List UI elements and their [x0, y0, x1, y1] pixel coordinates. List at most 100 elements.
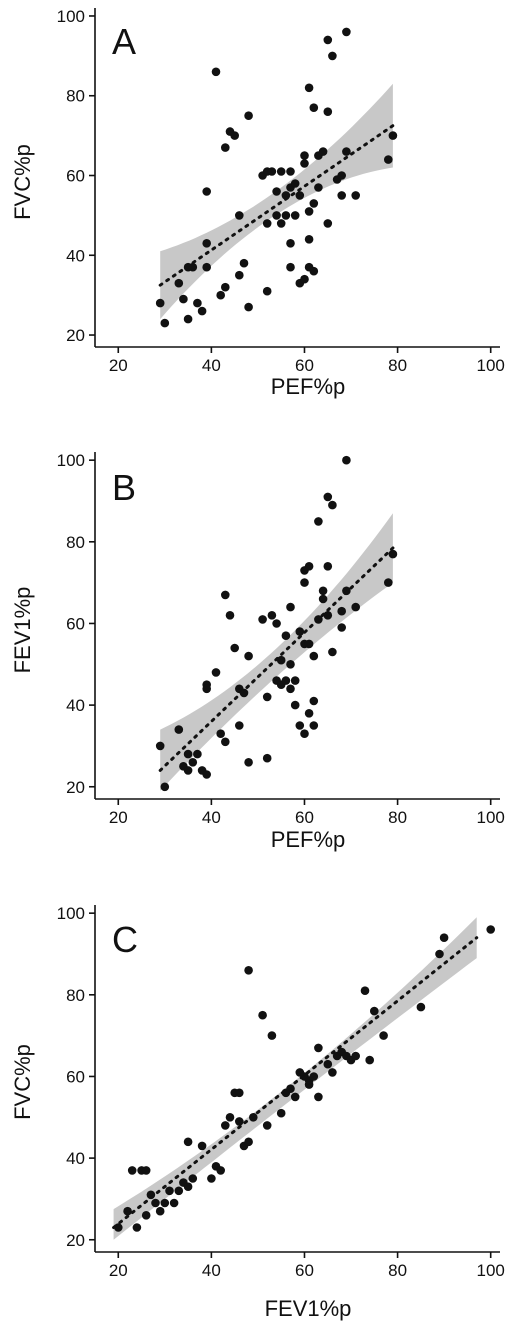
data-point: [272, 187, 281, 196]
data-point: [309, 651, 319, 661]
data-point: [281, 631, 291, 640]
data-point: [202, 684, 211, 694]
data-point: [300, 274, 309, 284]
data-point: [309, 103, 319, 112]
y-tick-label: 100: [57, 7, 85, 26]
data-point: [272, 619, 281, 628]
data-point: [439, 933, 449, 942]
data-point: [435, 949, 444, 959]
confidence-band: [160, 513, 393, 791]
data-point: [262, 692, 272, 702]
data-point: [188, 758, 198, 767]
data-point: [221, 590, 230, 600]
data-point: [309, 1072, 319, 1081]
data-point: [328, 51, 337, 61]
data-point: [388, 131, 398, 140]
y-tick-label: 40: [66, 1149, 85, 1168]
data-point: [225, 1113, 235, 1122]
data-point: [328, 647, 337, 657]
x-tick-label: 80: [388, 356, 407, 375]
data-point: [318, 147, 328, 156]
data-point: [323, 1059, 333, 1069]
data-point: [272, 211, 281, 220]
fit-line: [158, 124, 395, 287]
data-point: [314, 1092, 323, 1102]
y-axis-title: FEV1%p: [10, 587, 35, 674]
y-axis-title: FVC%p: [10, 144, 35, 220]
data-point: [267, 611, 277, 620]
data-point: [262, 286, 272, 296]
regression-line: [158, 546, 395, 772]
x-axis-title: PEF%p: [271, 827, 346, 852]
data-point: [276, 219, 286, 228]
data-point: [123, 1206, 132, 1216]
y-tick-label: 20: [66, 778, 85, 797]
x-tick-label: 20: [109, 356, 128, 375]
data-point: [221, 737, 230, 747]
data-point: [225, 611, 235, 620]
x-axis-title: FEV1%p: [265, 1296, 352, 1321]
data-point: [211, 668, 221, 677]
data-point: [351, 191, 361, 200]
data-point: [230, 643, 239, 653]
data-point: [337, 623, 347, 632]
regression-line: [112, 936, 479, 1230]
data-point: [160, 782, 170, 792]
data-point: [370, 1006, 379, 1016]
data-point: [323, 562, 333, 571]
data-point: [365, 1055, 375, 1065]
x-tick-label: 40: [202, 808, 221, 827]
data-point: [262, 219, 272, 228]
data-point: [295, 721, 305, 730]
y-tick-label: 80: [66, 986, 85, 1005]
data-point: [286, 262, 295, 272]
ticks: 20 40 60 80 100 20 40 60 80 100: [57, 7, 505, 375]
data-point: [197, 1141, 207, 1151]
y-tick-label: 80: [66, 87, 85, 106]
data-point: [258, 615, 267, 624]
data-point: [174, 1186, 184, 1196]
data-point: [262, 1121, 272, 1130]
data-point: [300, 159, 309, 168]
data-point: [188, 262, 198, 272]
data-point: [174, 278, 184, 288]
data-point: [183, 314, 193, 324]
data-point: [304, 207, 314, 216]
y-tick-label: 80: [66, 533, 85, 552]
data-point: [323, 492, 333, 502]
data-point: [202, 239, 211, 248]
x-axis-title: PEF%p: [271, 374, 346, 399]
data-point: [337, 171, 347, 180]
data-point: [160, 1198, 170, 1208]
x-tick-label: 100: [477, 808, 505, 827]
data-point: [258, 1010, 267, 1020]
data-point: [323, 611, 333, 620]
data-point: [342, 27, 351, 37]
y-tick-label: 20: [66, 326, 85, 345]
data-point: [309, 721, 319, 730]
data-point: [295, 191, 305, 200]
data-point: [314, 1043, 323, 1053]
data-point: [276, 1108, 286, 1118]
data-point: [295, 627, 305, 636]
data-point: [304, 639, 314, 649]
data-point: [221, 1121, 230, 1130]
data-point: [276, 655, 286, 665]
data-point: [281, 211, 291, 220]
x-tick-label: 100: [477, 356, 505, 375]
x-tick-label: 60: [295, 808, 314, 827]
data-point: [304, 709, 314, 718]
x-tick-label: 40: [202, 356, 221, 375]
data-point: [155, 1206, 165, 1216]
panel-label: A: [112, 21, 136, 62]
y-tick-label: 20: [66, 1231, 85, 1250]
data-point: [235, 1088, 244, 1098]
data-point: [276, 167, 286, 176]
y-tick-label: 100: [57, 451, 85, 470]
data-point: [244, 302, 253, 312]
data-point: [304, 83, 314, 93]
data-point: [342, 147, 351, 156]
data-point: [244, 758, 253, 767]
data-point: [183, 749, 193, 759]
fit-line: [158, 546, 395, 772]
